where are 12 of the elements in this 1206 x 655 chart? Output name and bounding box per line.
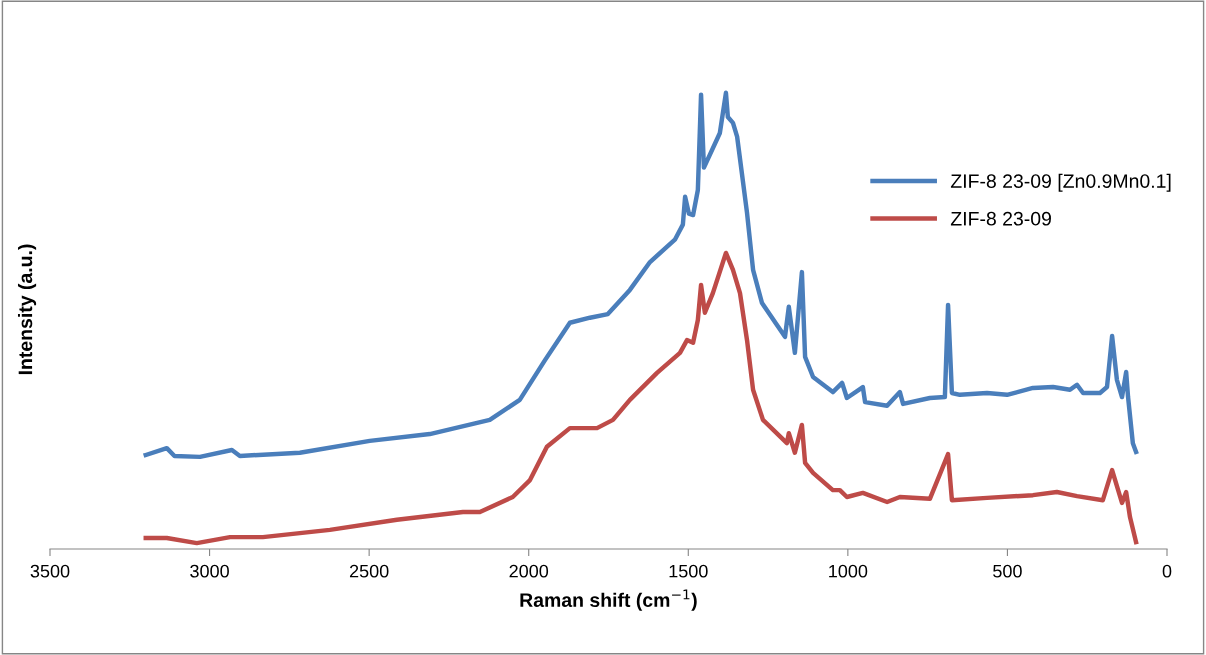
legend-label: ZIF-8 23-09	[950, 211, 1051, 226]
x-tick-label: 3500	[30, 564, 70, 578]
x-tick-label: 2500	[349, 564, 389, 578]
x-tick-label: 2000	[509, 564, 549, 578]
legend-label: ZIF-8 23-09 [Zn0.9Mn0.1]	[950, 173, 1171, 192]
x-axis-title: Raman shift (cm$^{−1}$)	[520, 589, 697, 611]
x-tick-label: 500	[993, 564, 1022, 578]
x-tick-label: 1000	[829, 564, 868, 578]
x-tick-label: 1500	[669, 564, 708, 578]
y-axis-title: Intensity (a.u.)	[17, 244, 37, 375]
x-tick-label: 3000	[190, 564, 229, 578]
x-tick-label: 0	[1162, 564, 1172, 578]
